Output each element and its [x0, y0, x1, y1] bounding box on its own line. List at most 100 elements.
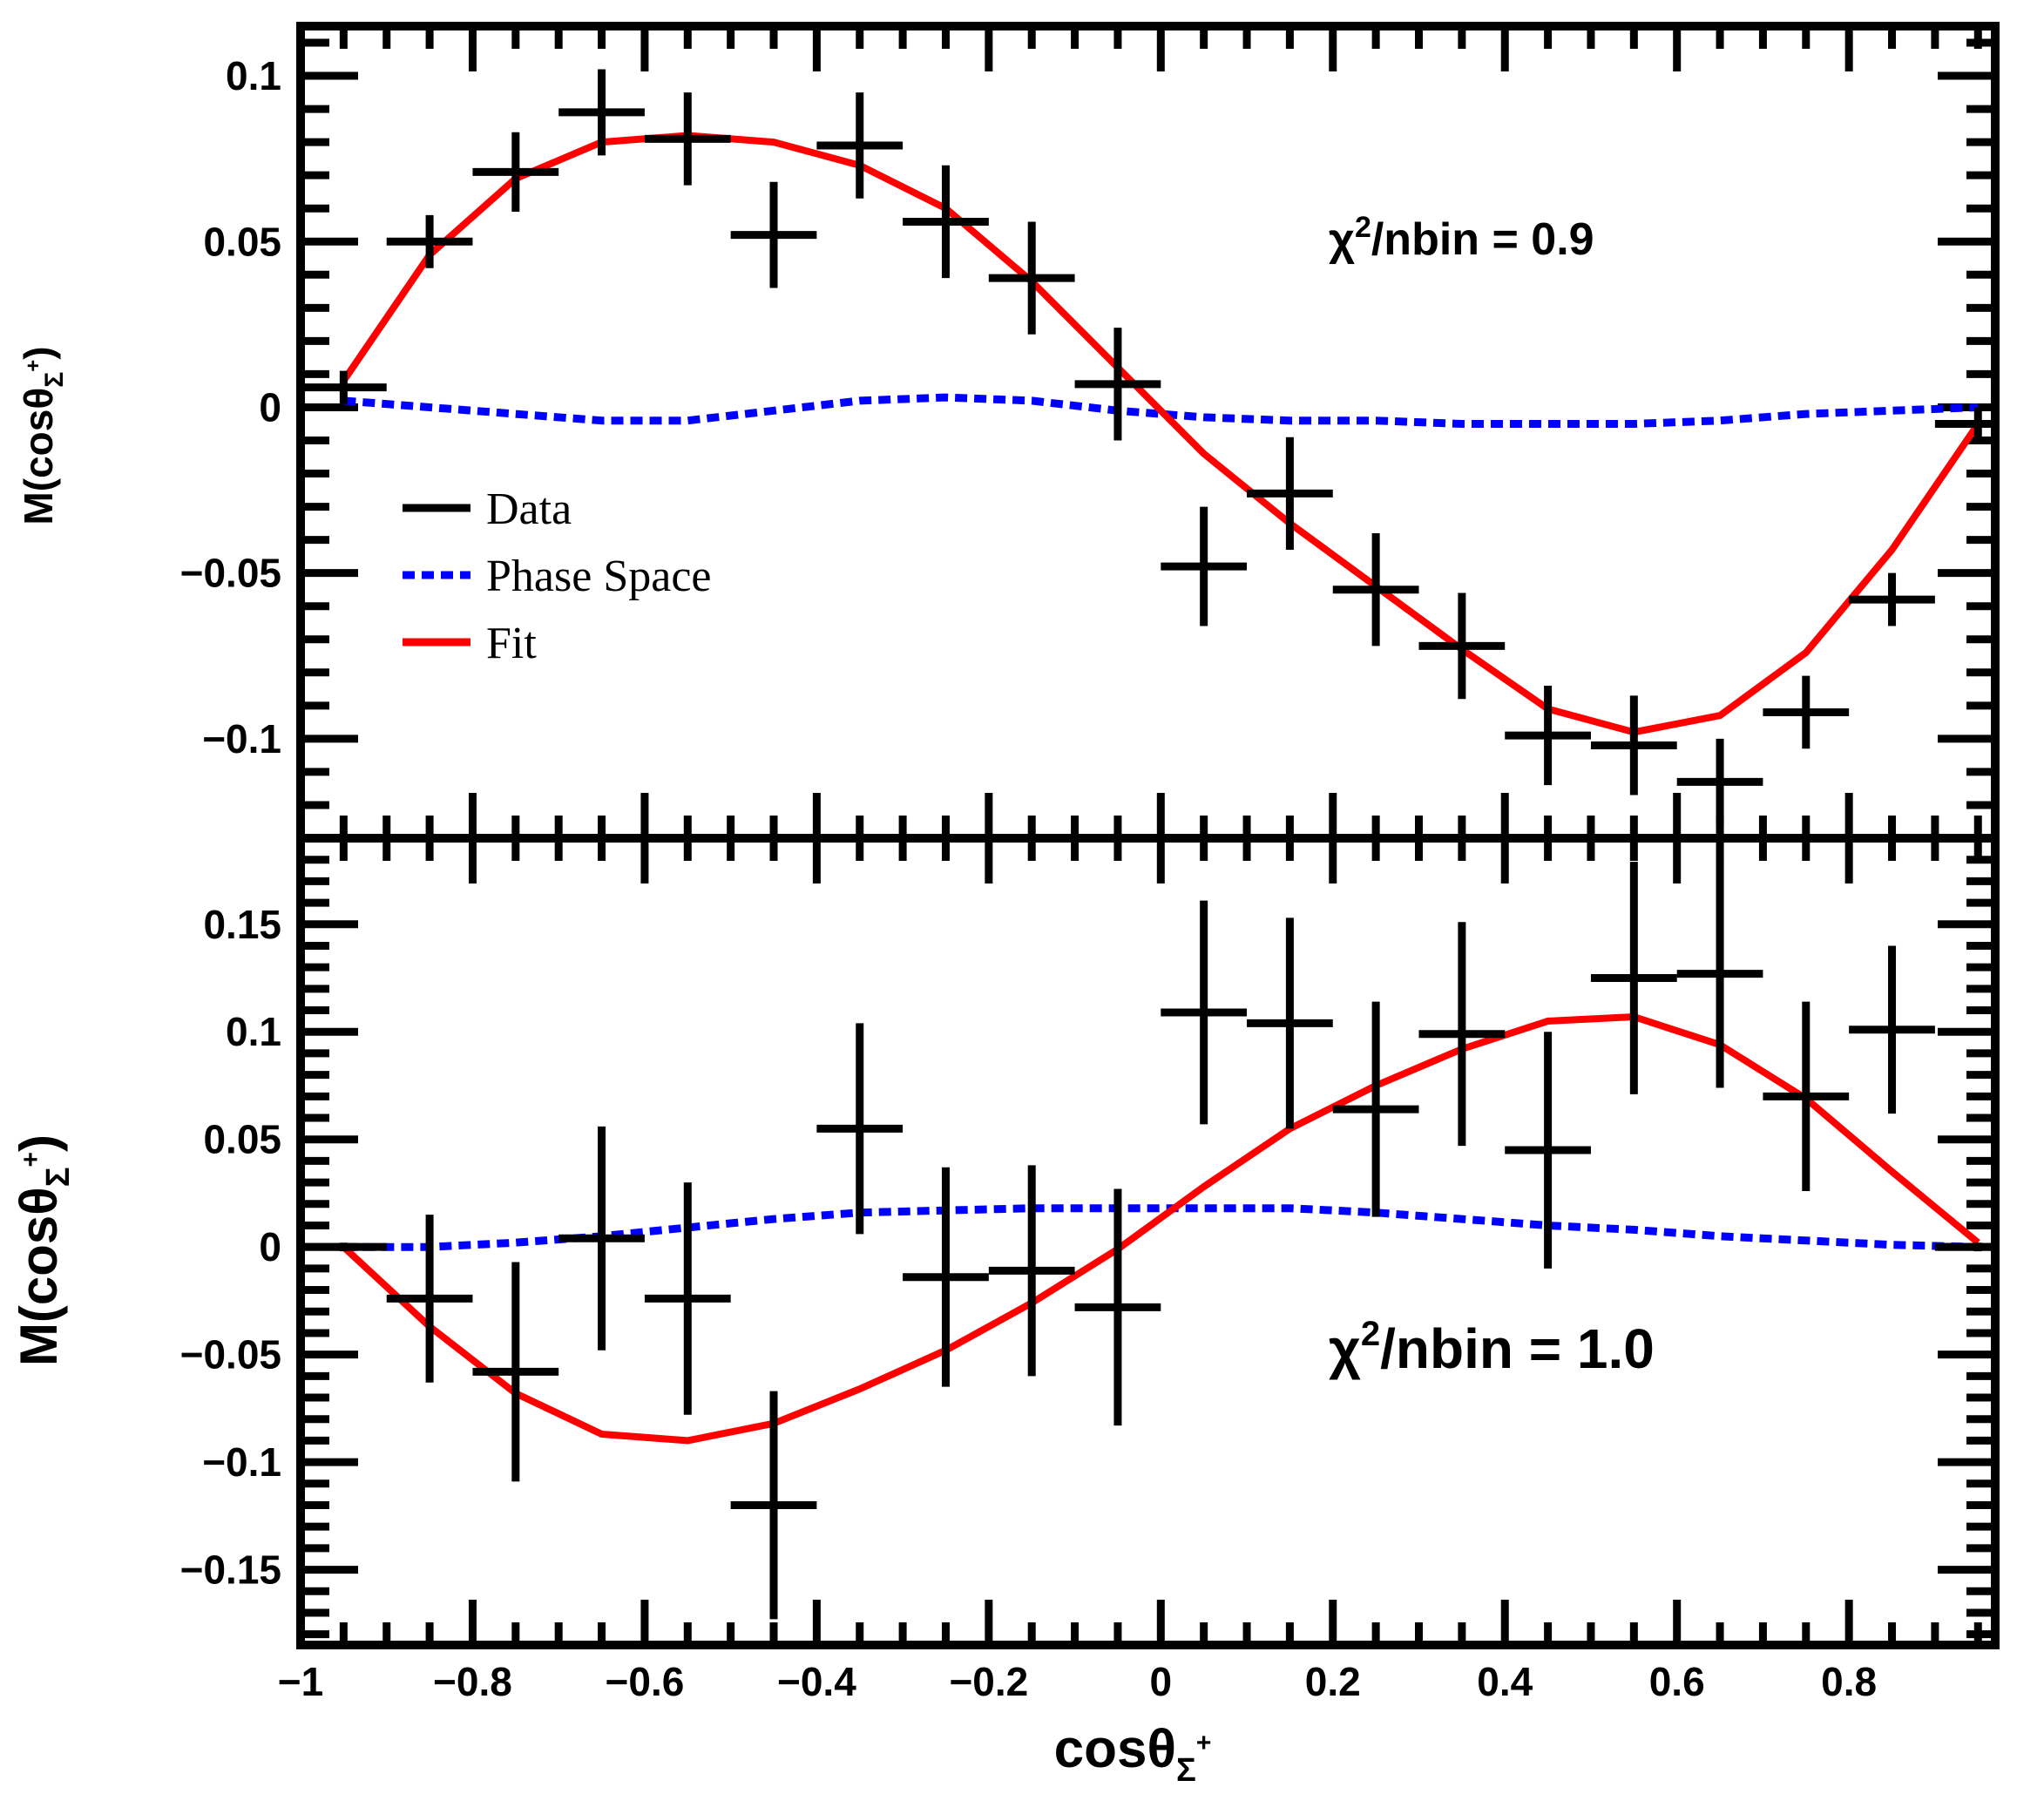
x-axis-title-sup: +	[1196, 1729, 1212, 1757]
top-phase-space-curve	[343, 393, 1979, 428]
x-axis-title: cosθΣ+	[1054, 1719, 1212, 1789]
top-y-axis-title: M(cosθΣ+)	[16, 346, 69, 525]
bot-data-point	[1590, 862, 1677, 1094]
bot-data-point	[816, 1023, 904, 1235]
legend-label-data: Data	[486, 484, 572, 534]
bottom-data-layer	[301, 859, 1995, 1620]
top-y-tick-labels: 0.1 0.05 0 −0.05 −0.1	[180, 53, 281, 762]
legend-label-fit: Fit	[486, 619, 537, 668]
bottom-y-axis-title-close: )	[10, 1134, 68, 1152]
bot-data-point	[1074, 1188, 1161, 1426]
top-data-point	[1505, 686, 1591, 786]
top-data-point	[386, 214, 473, 268]
top-data-point	[1074, 328, 1161, 441]
bot-data-point	[1247, 917, 1333, 1129]
bot-y-tick-label: 0	[259, 1224, 281, 1269]
top-data-point	[301, 370, 387, 404]
bottom-fit-layer	[341, 1013, 1980, 1445]
x-tick-label: −0.2	[949, 1659, 1028, 1704]
bot-y-tick-label: 0.15	[203, 902, 281, 947]
bot-data-point	[1676, 859, 1763, 1088]
x-tick-labels: −1 −0.8 −0.6 −0.4 −0.2 0 0.2 0.4 0.6 0.8	[278, 1659, 1877, 1704]
top-fit-layer	[341, 132, 1981, 736]
top-data-point	[1934, 407, 1995, 441]
top-chi2-annotation: χ2/nbin = 0.9	[1329, 211, 1594, 265]
bot-data-point	[1934, 1242, 1995, 1252]
top-y-axis-title-sup: +	[22, 360, 45, 372]
bottom-y-tick-labels: 0.15 0.1 0.05 0 −0.05 −0.1 −0.15	[180, 902, 281, 1593]
bot-data-point	[558, 1126, 645, 1351]
bottom-chi2-symbol: χ	[1329, 1317, 1361, 1380]
top-phase-space-layer	[343, 393, 1979, 428]
bottom-y-axis-title: M(cosθΣ+)	[10, 1134, 77, 1366]
top-panel: 0.1 0.05 0 −0.05 −0.1 M(cosθΣ+) χ2/nbin = 0.…	[16, 22, 2000, 843]
top-data-point	[1247, 437, 1333, 551]
x-tick-label: −0.8	[433, 1659, 512, 1704]
top-y-axis-title-sub: Σ	[40, 372, 69, 388]
x-axis-title-sub: Σ	[1176, 1752, 1196, 1789]
x-axis-title-main: cosθ	[1054, 1719, 1176, 1779]
top-data-point	[1418, 592, 1506, 700]
bot-data-point	[1849, 945, 1935, 1114]
top-data-point	[988, 221, 1075, 335]
bottom-plot-frame	[296, 834, 2000, 1649]
bottom-chi2-rest: /nbin = 1.0	[1380, 1317, 1655, 1380]
top-data-point	[472, 132, 559, 213]
bot-data-point	[386, 1215, 473, 1383]
bottom-y-axis-title-main: M(cosθ	[10, 1187, 68, 1366]
bot-y-tick-label: −0.15	[180, 1547, 281, 1593]
top-data-layer	[301, 69, 1995, 825]
x-tick-label: 0	[1150, 1659, 1173, 1704]
top-data-point	[1849, 572, 1935, 626]
bot-data-point	[644, 1182, 731, 1415]
bottom-y-axis-title-sub: Σ	[40, 1167, 77, 1187]
bot-data-point	[301, 1242, 387, 1252]
bot-y-tick-label: 0.05	[203, 1117, 281, 1162]
top-y-tick-label: −0.1	[202, 716, 281, 762]
top-data-point	[816, 92, 904, 199]
top-data-point	[1161, 506, 1248, 626]
bot-data-point	[472, 1262, 559, 1482]
top-y-axis-title-main: M(cosθ	[16, 388, 61, 525]
top-data-point	[1332, 533, 1419, 647]
bottom-chi2-sup: 2	[1361, 1315, 1380, 1353]
bot-data-point	[1505, 1032, 1591, 1269]
x-tick-label: 0.8	[1821, 1659, 1877, 1704]
x-tick-label: 0.2	[1305, 1659, 1361, 1704]
bot-data-point	[1763, 1001, 1850, 1191]
top-y-tick-label: −0.05	[180, 551, 281, 596]
legend: Data Phase Space Fit	[403, 484, 711, 668]
bottom-chi2-annotation: χ2/nbin = 1.0	[1329, 1315, 1655, 1380]
top-data-point	[1590, 695, 1677, 795]
bottom-panel: 0.15 0.1 0.05 0 −0.05 −0.1 −0.15 −1 −0.8 −0.6 −0.…	[10, 834, 2000, 1789]
top-y-tick-label: 0.1	[226, 53, 281, 98]
bottom-y-axis-title-sup: +	[17, 1152, 45, 1168]
bot-data-point	[1332, 1001, 1419, 1217]
x-tick-label: −0.6	[606, 1659, 685, 1704]
top-y-tick-label: 0.05	[203, 219, 281, 264]
bot-data-point	[988, 1165, 1075, 1377]
top-chi2-symbol: χ	[1329, 214, 1355, 265]
bot-y-tick-label: −0.1	[202, 1439, 281, 1485]
x-tick-label: 0.4	[1477, 1659, 1533, 1704]
top-data-point	[1676, 738, 1763, 825]
bot-fit-curve	[341, 1013, 1980, 1445]
top-chi2-sup: 2	[1355, 211, 1371, 244]
top-data-point	[1763, 675, 1850, 749]
bot-data-point	[730, 1391, 817, 1620]
top-y-tick-label: 0	[259, 384, 281, 430]
legend-label-phase-space: Phase Space	[486, 552, 711, 601]
x-tick-label: 0.6	[1649, 1659, 1705, 1704]
bot-data-point	[903, 1167, 989, 1387]
bot-y-tick-label: −0.05	[180, 1332, 281, 1378]
top-data-point	[730, 181, 817, 288]
top-y-axis-title-close: )	[16, 346, 61, 359]
top-data-point	[903, 165, 989, 279]
bot-data-point	[1418, 922, 1506, 1147]
top-data-point	[558, 69, 645, 156]
bot-y-tick-label: 0.1	[226, 1009, 281, 1054]
top-chi2-rest: /nbin = 0.9	[1371, 214, 1594, 265]
bot-data-point	[1161, 900, 1248, 1125]
